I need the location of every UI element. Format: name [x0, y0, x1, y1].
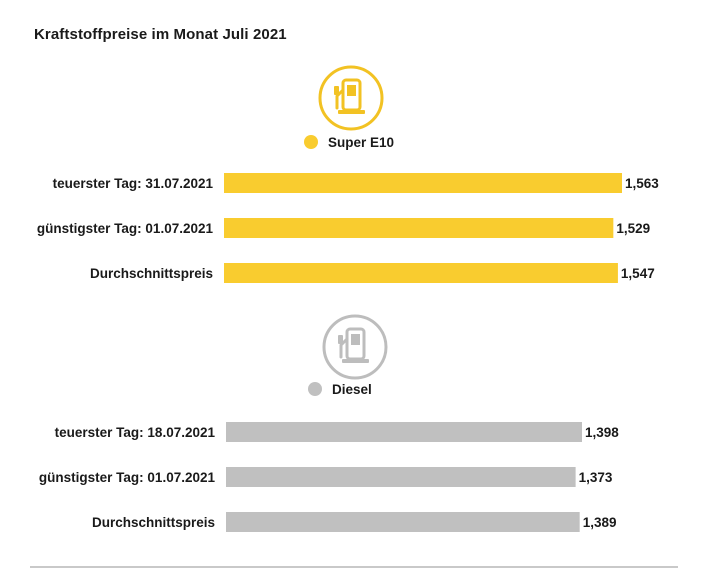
super-e10-value-label: 1,547: [621, 266, 655, 281]
super-e10-value-label: 1,529: [616, 221, 650, 236]
pump-hose: [335, 88, 345, 110]
super-e10-bar: [224, 263, 618, 283]
diesel-category-label: teuerster Tag: 18.07.2021: [55, 425, 216, 440]
super-e10-category-label: teuerster Tag: 31.07.2021: [53, 176, 214, 191]
diesel-legend-swatch: [308, 382, 322, 396]
pump-hose: [339, 337, 349, 359]
diesel-legend-label: Diesel: [332, 382, 372, 397]
diesel-category-label: günstigster Tag: 01.07.2021: [39, 470, 216, 485]
diesel-fuel-pump-icon: [322, 314, 388, 380]
super-e10-fuel-pump-icon: [318, 65, 384, 131]
pump-base: [342, 359, 369, 363]
super-e10-legend-label: Super E10: [328, 135, 394, 150]
icon-ring: [318, 65, 384, 131]
diesel-value-label: 1,398: [585, 425, 619, 440]
super-e10-category-label: Durchschnittspreis: [90, 266, 213, 281]
diesel-category-label: Durchschnittspreis: [92, 515, 215, 530]
pump-window: [347, 85, 356, 96]
diesel-value-label: 1,389: [583, 515, 617, 530]
icon-ring: [322, 314, 388, 380]
super-e10-bar: [224, 173, 622, 193]
diesel-bar: [226, 467, 576, 487]
super-e10-category-label: günstigster Tag: 01.07.2021: [37, 221, 214, 236]
pump-nozzle: [338, 335, 343, 344]
pump-window: [351, 334, 360, 345]
super-e10-bar: [224, 218, 614, 238]
super-e10-value-label: 1,563: [625, 176, 659, 191]
pump-base: [338, 110, 365, 114]
bottom-divider: [30, 566, 678, 568]
pump-nozzle: [334, 86, 339, 95]
diesel-value-label: 1,373: [579, 470, 613, 485]
diesel-bar: [226, 512, 580, 532]
super-e10-legend-swatch: [304, 135, 318, 149]
diesel-bar: [226, 422, 582, 442]
chart-title: Kraftstoffpreise im Monat Juli 2021: [34, 26, 287, 43]
